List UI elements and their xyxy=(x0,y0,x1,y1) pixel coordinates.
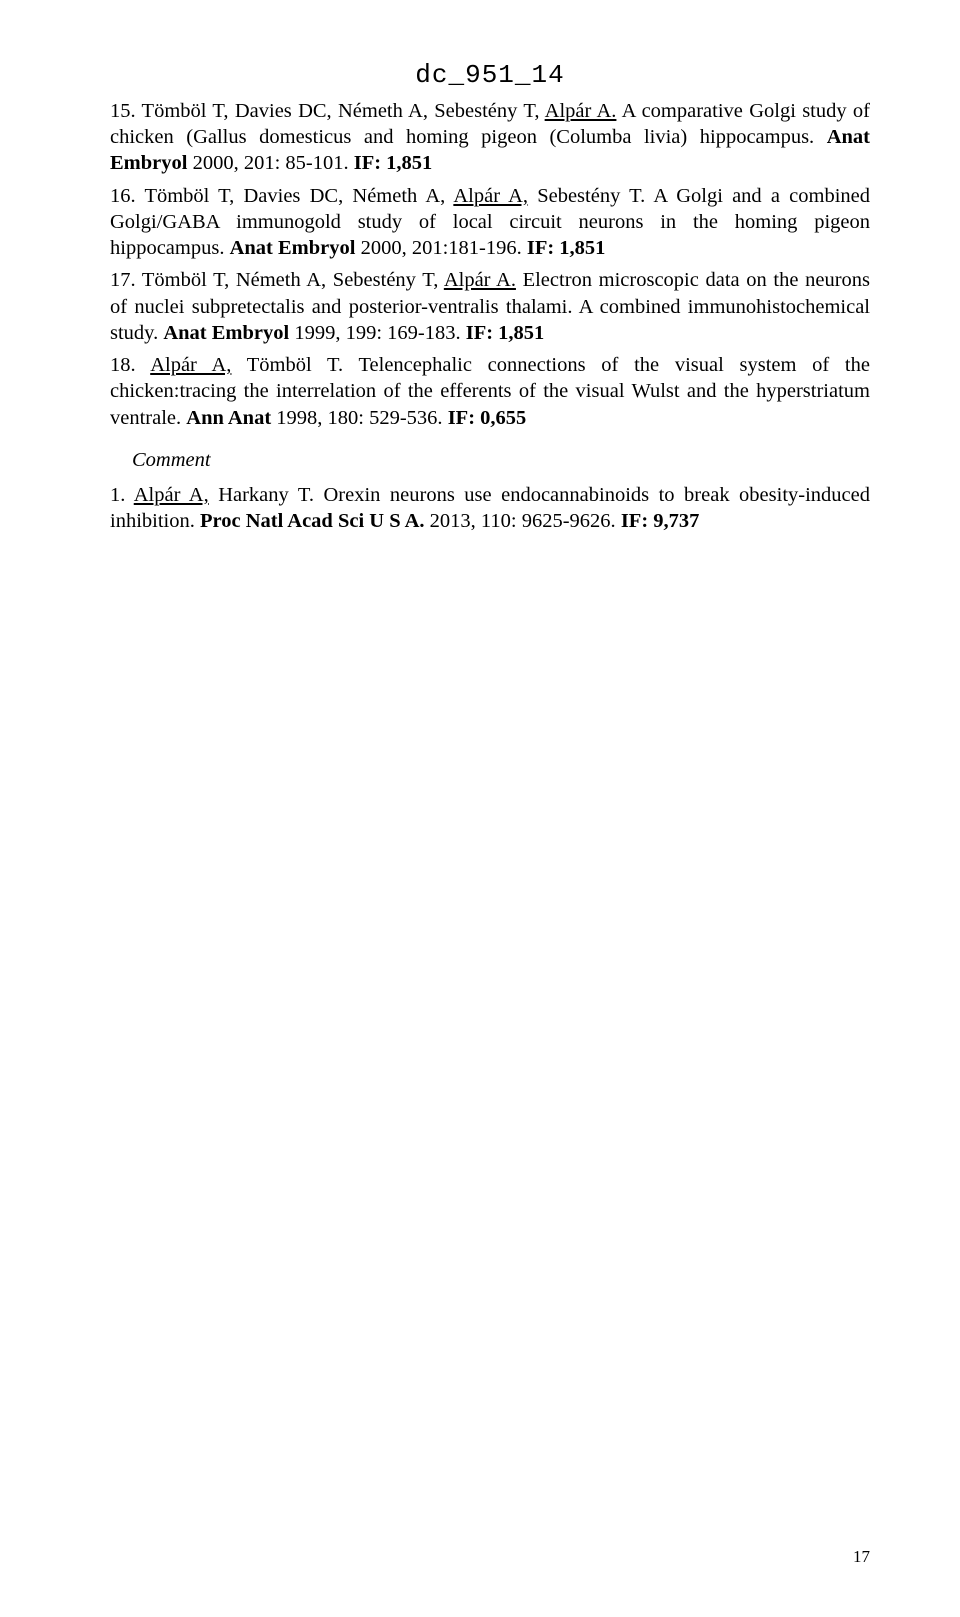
entry-number: 17. xyxy=(110,269,136,291)
author-underlined: Alpár A. xyxy=(444,269,516,291)
entry-number: 1. xyxy=(110,484,125,506)
citation: 2000, 201:181-196. xyxy=(355,237,526,259)
entry-number: 15. xyxy=(110,100,136,122)
authors-pre: Tömböl T, Davies DC, Németh A, Sebestény… xyxy=(136,100,545,122)
author-underlined: Alpár A, xyxy=(150,354,231,376)
author-underlined: Alpár A, xyxy=(134,484,209,506)
reference-entry: 16. Tömböl T, Davies DC, Németh A, Alpár… xyxy=(110,183,870,262)
reference-entry: 15. Tömböl T, Davies DC, Németh A, Sebes… xyxy=(110,98,870,177)
citation: 2000, 201: 85-101. xyxy=(187,152,353,174)
journal-name: Proc Natl Acad Sci U S A. xyxy=(200,510,425,532)
journal-name: Anat Embryol xyxy=(230,237,356,259)
entry-number: 16. xyxy=(110,185,136,207)
citation: 1998, 180: 529-536. xyxy=(271,407,448,429)
citation: 2013, 110: 9625-9626. xyxy=(425,510,621,532)
journal-name: Anat Embryol xyxy=(163,322,289,344)
page-number: 17 xyxy=(853,1547,870,1567)
authors-post: Sebestény T. xyxy=(528,185,645,207)
authors-pre xyxy=(136,354,151,376)
impact-factor: IF: 1,851 xyxy=(354,152,433,174)
document-page: dc_951_14 15. Tömböl T, Davies DC, Német… xyxy=(0,0,960,1617)
authors-post: Harkany T. xyxy=(209,484,314,506)
author-underlined: Alpár A, xyxy=(453,185,528,207)
comment-entry: 1. Alpár A, Harkany T. Orexin neurons us… xyxy=(110,482,870,534)
authors-post: Tömböl T. xyxy=(231,354,343,376)
authors-pre xyxy=(125,484,133,506)
author-underlined: Alpár A. xyxy=(545,100,617,122)
entry-number: 18. xyxy=(110,354,136,376)
impact-factor: IF: 1,851 xyxy=(466,322,545,344)
impact-factor: IF: 1,851 xyxy=(527,237,606,259)
authors-pre: Tömböl T, Németh A, Sebestény T, xyxy=(136,269,444,291)
citation: 1999, 199: 169-183. xyxy=(289,322,466,344)
reference-entry: 17. Tömböl T, Németh A, Sebestény T, Alp… xyxy=(110,267,870,346)
impact-factor: IF: 9,737 xyxy=(621,510,700,532)
journal-name: Ann Anat xyxy=(186,407,271,429)
reference-entry: 18. Alpár A, Tömböl T. Telencephalic con… xyxy=(110,352,870,431)
header-code: dc_951_14 xyxy=(110,60,870,90)
authors-pre: Tömböl T, Davies DC, Németh A, xyxy=(136,185,454,207)
impact-factor: IF: 0,655 xyxy=(448,407,527,429)
section-heading-comment: Comment xyxy=(132,449,870,472)
